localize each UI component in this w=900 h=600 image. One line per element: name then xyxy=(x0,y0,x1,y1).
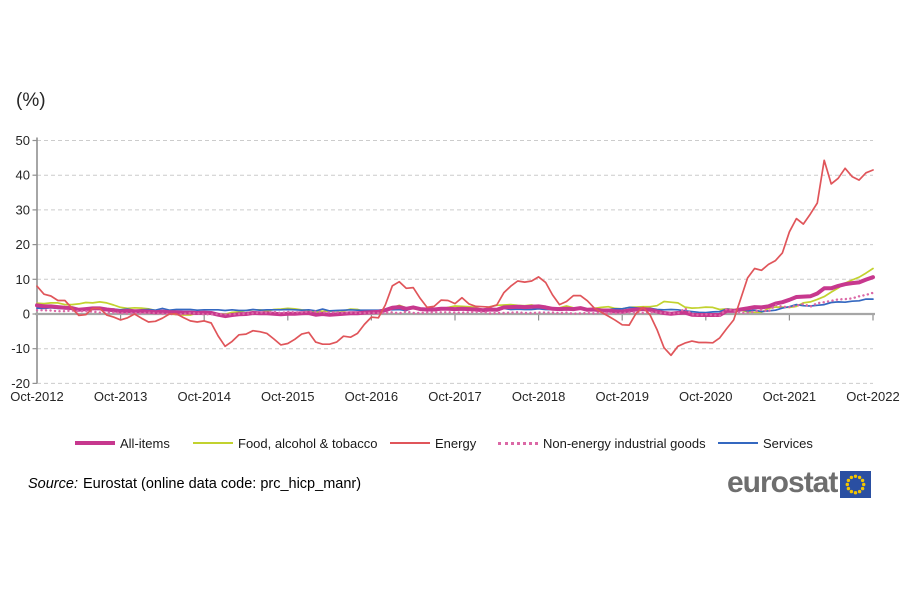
x-tick-label: Oct-2021 xyxy=(763,389,816,404)
energy-line-swatch xyxy=(390,442,430,444)
eu-flag-star xyxy=(847,478,851,483)
food-line-swatch xyxy=(193,442,233,444)
legend-item-food-alcohol-tobacco: Food, alcohol & tobacco xyxy=(193,433,377,453)
all-items-line-swatch xyxy=(75,441,115,445)
y-axis-unit-label: (%) xyxy=(16,90,46,111)
eu-flag-star xyxy=(854,474,858,478)
y-tick-label: 50 xyxy=(16,133,30,148)
y-tick-label: -20 xyxy=(11,376,30,391)
eu-flag-star xyxy=(858,489,862,494)
y-tick-label: -10 xyxy=(11,341,30,356)
eu-flag-star xyxy=(847,486,851,491)
x-tick-label: Oct-2018 xyxy=(512,389,565,404)
legend-item-energy: Energy xyxy=(390,433,476,453)
eurostat-logo-text: eurostat xyxy=(727,466,838,499)
neig-dotted-line-swatch xyxy=(498,441,538,445)
y-tick-label: 40 xyxy=(16,168,30,183)
x-tick-label: Oct-2013 xyxy=(94,389,147,404)
legend-label: All-items xyxy=(120,435,170,451)
legend-label: Non-energy industrial goods xyxy=(543,435,706,451)
legend-label: Energy xyxy=(435,435,477,451)
x-tick-label: Oct-2019 xyxy=(595,389,648,404)
x-tick-label: Oct-2012 xyxy=(10,389,63,404)
eu-flag-star xyxy=(845,482,850,487)
source-note: Source: Eurostat (online data code: prc_h… xyxy=(28,476,361,492)
y-tick-label: 10 xyxy=(16,272,30,287)
x-tick-label: Oct-2022 xyxy=(846,389,899,404)
eu-flag-star xyxy=(854,491,858,495)
y-tick-label: 30 xyxy=(16,202,30,217)
legend-label: Services xyxy=(763,435,813,451)
eu-flag-star xyxy=(862,482,866,487)
services-line-swatch xyxy=(718,442,758,444)
legend-label: Food, alcohol & tobacco xyxy=(238,435,378,451)
eu-flag-star xyxy=(850,475,854,480)
eu-flag-star xyxy=(861,478,865,483)
x-tick-label: Oct-2017 xyxy=(428,389,481,404)
y-tick-label: 0 xyxy=(23,307,30,322)
legend-item-services: Services xyxy=(718,433,813,453)
eu-flag-star xyxy=(861,486,865,491)
legend-item-non-energy-industrial-goods: Non-energy industrial goods xyxy=(498,433,706,453)
y-tick-label: 20 xyxy=(16,237,30,252)
x-tick-label: Oct-2015 xyxy=(261,389,314,404)
series-line-energy xyxy=(36,159,874,357)
eu-flag-star xyxy=(850,489,854,494)
eu-flag-icon xyxy=(840,471,872,498)
source-text: Eurostat (online data code: prc_hicp_man… xyxy=(82,476,362,492)
chart-legend: All-items Food, alcohol & tobacco Energy… xyxy=(0,433,900,455)
eurostat-logo: eurostat xyxy=(727,466,872,500)
x-tick-label: Oct-2014 xyxy=(177,389,230,404)
series-line-all-items xyxy=(35,275,875,319)
source-prefix: Source: xyxy=(28,476,78,492)
x-tick-label: Oct-2020 xyxy=(679,389,732,404)
legend-item-all-items: All-items xyxy=(75,433,170,453)
eu-flag-star xyxy=(858,475,862,480)
x-tick-label: Oct-2016 xyxy=(345,389,398,404)
